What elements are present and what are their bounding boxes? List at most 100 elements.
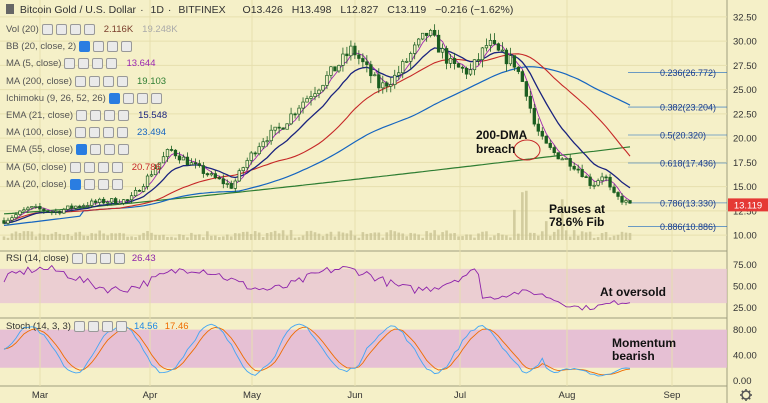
more-icon[interactable]: [111, 178, 123, 190]
candle-body[interactable]: [393, 74, 397, 85]
candle-body[interactable]: [440, 48, 445, 53]
candle-body[interactable]: [452, 58, 457, 64]
candle-body[interactable]: [584, 176, 588, 179]
close-icon[interactable]: [97, 178, 109, 190]
candle-body[interactable]: [520, 71, 524, 82]
candle-body[interactable]: [428, 29, 433, 36]
candle-body[interactable]: [604, 176, 608, 179]
candle-body[interactable]: [616, 192, 620, 197]
close-icon[interactable]: [103, 127, 114, 139]
price-axis[interactable]: 32.50 30.00 27.50 25.00 22.50 20.00 17.50 15.00…: [733, 12, 757, 241]
candle-body[interactable]: [421, 32, 425, 40]
eye-icon[interactable]: [71, 253, 83, 264]
more-icon[interactable]: [106, 58, 118, 70]
candle-body[interactable]: [165, 149, 170, 158]
candle-body[interactable]: [58, 210, 62, 214]
candle-body[interactable]: [297, 107, 301, 115]
price-candles[interactable]: [2, 24, 632, 226]
candle-body[interactable]: [389, 84, 393, 87]
candle-body[interactable]: [385, 82, 389, 87]
candle-body[interactable]: [612, 186, 616, 193]
close-icon[interactable]: [92, 58, 104, 70]
candle-body[interactable]: [233, 180, 237, 189]
candle-body[interactable]: [117, 202, 122, 205]
candle-body[interactable]: [221, 178, 225, 185]
settings-icon[interactable]: [90, 144, 102, 156]
candle-body[interactable]: [333, 66, 337, 72]
eye-icon[interactable]: [79, 41, 91, 53]
candle-body[interactable]: [564, 158, 568, 160]
candle-body[interactable]: [26, 207, 30, 211]
candle-body[interactable]: [512, 55, 517, 68]
candle-body[interactable]: [321, 85, 325, 91]
settings-icon[interactable]: [78, 58, 90, 70]
candle-body[interactable]: [349, 45, 353, 57]
candle-body[interactable]: [488, 40, 493, 46]
candle-body[interactable]: [189, 162, 194, 166]
candle-body[interactable]: [153, 168, 158, 176]
close-icon[interactable]: [101, 321, 113, 332]
settings-icon[interactable]: [83, 178, 95, 190]
candle-body[interactable]: [496, 43, 501, 51]
candle-body[interactable]: [608, 176, 612, 188]
candle-body[interactable]: [620, 196, 624, 203]
candle-body[interactable]: [492, 40, 497, 45]
candle-body[interactable]: [568, 158, 572, 167]
candle-body[interactable]: [592, 184, 596, 187]
close-icon[interactable]: [97, 161, 109, 173]
candle-body[interactable]: [145, 175, 150, 187]
rsi-axis[interactable]: 75.00 50.00 25.00: [733, 260, 757, 314]
candle-body[interactable]: [197, 163, 202, 166]
eye-icon[interactable]: [76, 144, 88, 156]
more-icon[interactable]: [115, 321, 127, 332]
more-icon[interactable]: [121, 41, 133, 53]
settings-icon[interactable]: [87, 321, 99, 332]
candle-body[interactable]: [106, 201, 110, 204]
candle-body[interactable]: [432, 29, 437, 36]
close-icon[interactable]: [136, 92, 148, 104]
candle-body[interactable]: [137, 190, 142, 192]
candle-body[interactable]: [157, 162, 162, 170]
candle-body[interactable]: [22, 209, 26, 212]
candle-body[interactable]: [353, 45, 357, 56]
settings-icon[interactable]: [55, 24, 67, 35]
candle-body[interactable]: [241, 167, 245, 172]
candle-body[interactable]: [628, 200, 632, 204]
candle-body[interactable]: [54, 210, 58, 213]
candle-body[interactable]: [253, 152, 257, 155]
candle-body[interactable]: [281, 127, 285, 130]
candle-body[interactable]: [325, 74, 329, 86]
eye-icon[interactable]: [64, 58, 76, 70]
more-icon[interactable]: [118, 144, 130, 156]
candle-body[interactable]: [261, 141, 265, 148]
candle-body[interactable]: [18, 210, 22, 215]
more-icon[interactable]: [118, 110, 130, 121]
candle-body[interactable]: [572, 165, 576, 170]
candle-body[interactable]: [193, 162, 198, 165]
candle-body[interactable]: [185, 156, 190, 166]
candle-body[interactable]: [500, 49, 505, 52]
candle-body[interactable]: [125, 199, 130, 201]
candle-body[interactable]: [444, 48, 449, 64]
candle-body[interactable]: [149, 174, 154, 177]
candle-body[interactable]: [237, 170, 241, 182]
more-icon[interactable]: [117, 75, 128, 87]
settings-icon[interactable]: [122, 92, 134, 104]
close-icon[interactable]: [107, 41, 119, 53]
candle-body[interactable]: [289, 113, 293, 125]
candle-body[interactable]: [265, 140, 269, 143]
close-icon[interactable]: [99, 253, 111, 264]
candle-body[interactable]: [301, 101, 305, 109]
candle-body[interactable]: [405, 60, 409, 63]
more-icon[interactable]: [113, 253, 125, 264]
candle-body[interactable]: [540, 130, 544, 137]
eye-icon[interactable]: [75, 127, 86, 139]
candle-body[interactable]: [10, 217, 14, 221]
candle-body[interactable]: [98, 198, 102, 203]
candle-body[interactable]: [177, 155, 182, 161]
candle-body[interactable]: [456, 63, 461, 68]
settings-icon[interactable]: [90, 110, 102, 121]
candle-body[interactable]: [225, 183, 229, 185]
candle-body[interactable]: [205, 173, 210, 176]
fibonacci-levels[interactable]: 0.236(26.772) 0.382(23.204) 0.5(20.320) 0.6…: [628, 68, 727, 232]
